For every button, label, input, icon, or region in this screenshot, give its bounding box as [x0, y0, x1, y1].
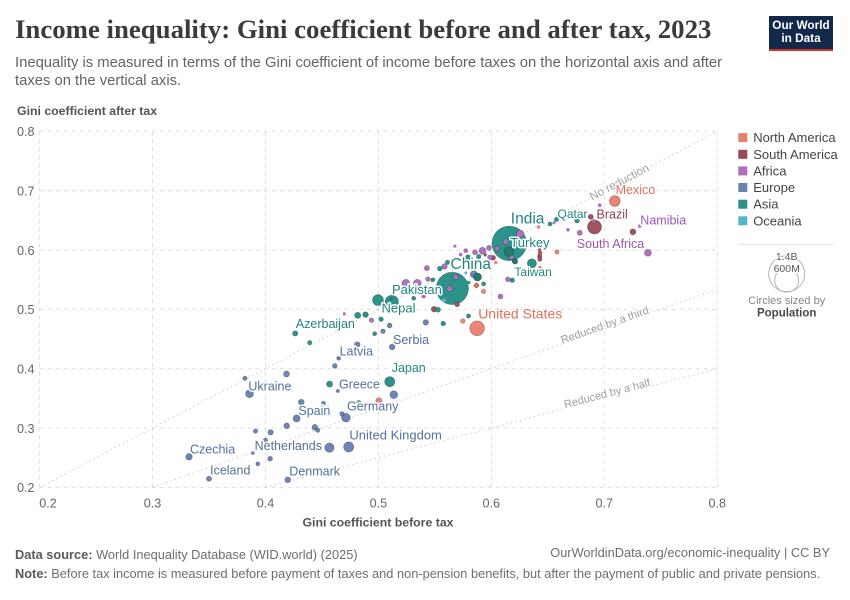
svg-text:Iceland: Iceland: [210, 463, 250, 477]
svg-text:0.7: 0.7: [595, 497, 613, 511]
svg-text:Czechia: Czechia: [190, 443, 235, 457]
svg-text:Brazil: Brazil: [597, 207, 628, 221]
svg-text:0.5: 0.5: [370, 497, 388, 511]
svg-text:0.2: 0.2: [39, 497, 57, 511]
svg-text:Qatar: Qatar: [558, 207, 588, 221]
svg-text:1.4B: 1.4B: [776, 251, 798, 263]
svg-text:Oceania: Oceania: [753, 213, 802, 228]
svg-text:0.2: 0.2: [17, 481, 35, 495]
svg-text:0.4: 0.4: [257, 497, 275, 511]
svg-text:Asia: Asia: [753, 197, 779, 212]
svg-text:China: China: [451, 256, 492, 273]
svg-text:Africa: Africa: [753, 163, 787, 178]
svg-text:0.3: 0.3: [17, 422, 35, 436]
svg-text:Denmark: Denmark: [289, 465, 340, 479]
svg-text:Europe: Europe: [753, 180, 795, 195]
svg-text:India: India: [511, 211, 545, 228]
svg-text:Azerbaijan: Azerbaijan: [296, 317, 355, 331]
svg-text:Taiwan: Taiwan: [514, 265, 551, 279]
svg-text:Circles sized by: Circles sized by: [748, 295, 826, 307]
svg-text:Reduced by a third: Reduced by a third: [559, 305, 650, 347]
svg-text:Serbia: Serbia: [393, 333, 429, 347]
svg-text:Gini coefficient after tax: Gini coefficient after tax: [17, 104, 157, 118]
svg-text:0.5: 0.5: [17, 303, 35, 317]
svg-text:0.8: 0.8: [17, 125, 35, 139]
svg-text:Pakistan: Pakistan: [392, 282, 442, 297]
svg-text:Turkey: Turkey: [510, 235, 550, 250]
svg-text:600M: 600M: [774, 263, 800, 275]
svg-text:0.6: 0.6: [483, 497, 501, 511]
svg-text:Germany: Germany: [347, 399, 399, 413]
svg-text:0.8: 0.8: [708, 497, 726, 511]
svg-text:United Kingdom: United Kingdom: [349, 428, 442, 443]
svg-text:South America: South America: [753, 147, 838, 162]
svg-text:Reduced by a half: Reduced by a half: [563, 377, 653, 411]
svg-text:United States: United States: [478, 306, 562, 322]
svg-text:Mexico: Mexico: [616, 183, 656, 197]
svg-text:Netherlands: Netherlands: [255, 439, 322, 453]
svg-text:Spain: Spain: [298, 404, 330, 418]
svg-text:Gini coefficient before tax: Gini coefficient before tax: [302, 516, 453, 530]
svg-text:Nepal: Nepal: [382, 301, 416, 316]
svg-text:Namibia: Namibia: [640, 214, 686, 228]
svg-text:Japan: Japan: [392, 361, 426, 375]
svg-text:0.3: 0.3: [144, 497, 162, 511]
svg-text:Greece: Greece: [339, 377, 380, 391]
svg-text:Latvia: Latvia: [340, 344, 373, 358]
svg-text:0.7: 0.7: [17, 185, 35, 199]
svg-text:0.4: 0.4: [17, 363, 35, 377]
svg-text:0.6: 0.6: [17, 244, 35, 258]
svg-text:Ukraine: Ukraine: [248, 380, 291, 394]
svg-text:South Africa: South Africa: [577, 237, 644, 251]
svg-text:North America: North America: [753, 130, 836, 145]
svg-text:Population: Population: [757, 308, 816, 320]
